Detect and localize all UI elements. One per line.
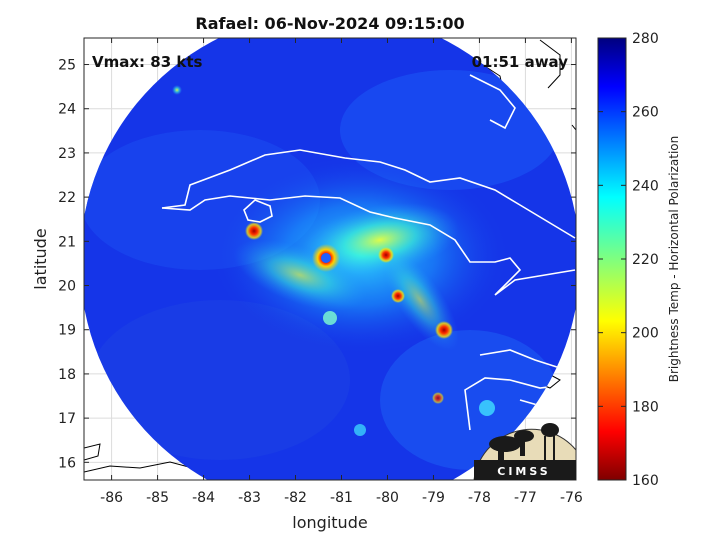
time-away-label: 01:51 away [472,53,569,71]
lat-tick-label: 21 [58,234,76,250]
lon-tick-label: -76 [560,490,583,506]
longitude-tick-labels: -86 -85 -84 -83 -82 -81 -80 -79 -78 -77 -76 [100,490,583,506]
colorbar-tick-label: 200 [632,326,659,342]
lon-tick-label: -79 [422,490,445,506]
colorbar-tick-label: 220 [632,252,659,268]
plot-frame [83,37,577,481]
lon-tick-label: -86 [100,490,123,506]
lat-tick-label: 24 [58,102,76,118]
colorbar-tick-label: 180 [632,399,659,415]
lon-tick-label: -81 [330,490,353,506]
x-axis-label: longitude [292,513,367,532]
lon-tick-label: -83 [238,490,261,506]
lat-tick-label: 20 [58,279,76,295]
colorbar-tick-label: 260 [632,105,659,121]
colorbar-tick-label: 280 [632,31,659,47]
colorbar-tick-label: 160 [632,473,659,489]
lat-tick-label: 22 [58,190,76,206]
lon-tick-label: -78 [468,490,491,506]
lon-tick-label: -80 [376,490,399,506]
cimss-logo: CIMSS [473,423,577,481]
lat-tick-label: 23 [58,146,76,162]
figure-title: Rafael: 06-Nov-2024 09:15:00 [195,14,464,33]
lat-tick-label: 19 [58,323,76,339]
lon-tick-label: -82 [284,490,307,506]
lon-tick-label: -85 [146,490,169,506]
lat-tick-label: 17 [58,411,76,427]
colorbar-label: Brightness Temp - Horizontal Polarizatio… [667,136,681,383]
vmax-label: Vmax: 83 kts [92,53,202,71]
map-panel: Vmax: 83 kts 01:51 away CIMSS [83,37,577,481]
colorbar: 160 180 200 220 240 260 280 Brightness Temp - … [597,31,681,489]
lon-tick-label: -77 [514,490,537,506]
logo-text: CIMSS [497,465,550,478]
lat-tick-label: 18 [58,367,76,383]
colorbar-tick-label: 240 [632,178,659,194]
lat-tick-label: 25 [58,58,76,74]
latitude-tick-labels: 16 17 18 19 20 21 22 23 24 25 [58,58,76,472]
y-axis-label: latitude [31,228,50,289]
coastline [161,74,576,431]
colorbar-ticks: 160 180 200 220 240 260 280 [598,31,659,489]
microwave-swath [84,38,576,480]
lat-tick-label: 16 [58,455,76,471]
lon-tick-label: -84 [192,490,215,506]
